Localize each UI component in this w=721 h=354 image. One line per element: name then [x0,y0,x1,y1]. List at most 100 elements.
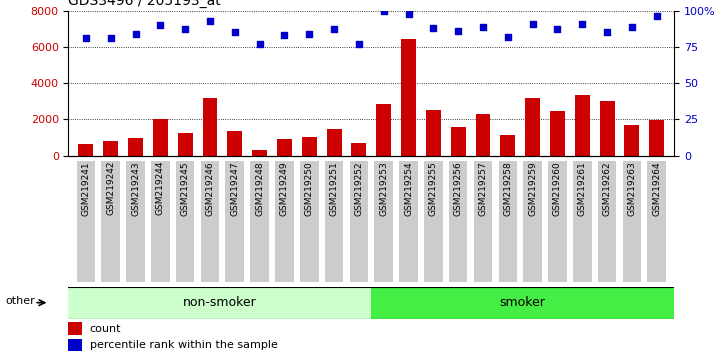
Point [403,11,415,16]
Bar [252,150,267,156]
Bar [500,135,516,156]
Text: other: other [6,296,35,306]
Text: GSM219253: GSM219253 [379,161,388,216]
Text: GSM219250: GSM219250 [305,161,314,216]
Bar [623,161,641,281]
Text: count: count [89,324,121,333]
Bar [371,287,674,319]
Bar [476,114,490,156]
Bar [399,161,418,281]
Point [651,13,663,19]
Point [229,30,241,35]
Text: smoker: smoker [500,296,546,309]
Bar [153,120,168,156]
Text: GSM219244: GSM219244 [156,161,165,216]
Text: GSM219255: GSM219255 [429,161,438,216]
Text: GSM219241: GSM219241 [81,161,90,216]
Text: GSM219251: GSM219251 [329,161,339,216]
Bar [203,98,218,156]
Text: percentile rank within the sample: percentile rank within the sample [89,340,278,350]
Text: non-smoker: non-smoker [183,296,257,309]
Bar [573,161,592,281]
Point [180,27,191,32]
Point [279,33,291,38]
Bar [600,101,614,156]
Bar [350,161,368,281]
Text: GSM219242: GSM219242 [106,161,115,216]
Bar [650,120,664,156]
Bar [79,144,93,156]
Text: GSM219258: GSM219258 [503,161,513,216]
Point [428,25,439,31]
Point [353,41,365,47]
Text: GSM219264: GSM219264 [653,161,661,216]
Point [601,30,613,35]
Bar [151,161,169,281]
Bar [128,138,143,156]
Point [527,21,539,27]
Bar [523,161,542,281]
Bar [200,161,219,281]
Bar [548,161,567,281]
Text: GSM219263: GSM219263 [627,161,637,216]
Bar [226,161,244,281]
Text: GSM219247: GSM219247 [230,161,239,216]
Text: GSM219248: GSM219248 [255,161,264,216]
Bar [474,161,492,281]
Bar [68,287,371,319]
Text: GSM219246: GSM219246 [205,161,214,216]
Bar [126,161,145,281]
Bar [176,161,195,281]
Bar [275,161,293,281]
Bar [647,161,666,281]
Text: GSM219249: GSM219249 [280,161,289,216]
Bar [103,141,118,156]
Bar [177,133,193,156]
Point [304,31,315,37]
Point [502,34,513,40]
Bar [102,161,120,281]
Bar [68,339,81,351]
Text: GSM219245: GSM219245 [181,161,190,216]
Bar [451,127,466,156]
Bar [277,138,292,156]
Point [130,31,141,37]
Bar [426,110,441,156]
Bar [624,125,640,156]
Bar [300,161,319,281]
Point [254,41,265,47]
Point [626,24,637,29]
Point [80,35,92,41]
Point [154,22,166,28]
Text: GSM219243: GSM219243 [131,161,140,216]
Bar [68,322,81,335]
Bar [376,104,392,156]
Text: GSM219256: GSM219256 [454,161,463,216]
Text: GSM219257: GSM219257 [479,161,487,216]
Bar [327,129,342,156]
Bar [401,39,416,156]
Text: GDS3496 / 205193_at: GDS3496 / 205193_at [68,0,221,8]
Bar [302,137,317,156]
Bar [250,161,269,281]
Point [577,21,588,27]
Point [452,28,464,34]
Bar [76,161,95,281]
Point [552,27,563,32]
Bar [374,161,393,281]
Text: GSM219260: GSM219260 [553,161,562,216]
Bar [575,95,590,156]
Bar [424,161,443,281]
Text: GSM219252: GSM219252 [355,161,363,216]
Bar [227,131,242,156]
Point [105,35,117,41]
Bar [351,143,366,156]
Text: GSM219254: GSM219254 [404,161,413,216]
Bar [498,161,517,281]
Point [477,24,489,29]
Bar [449,161,467,281]
Text: GSM219262: GSM219262 [603,161,611,216]
Text: GSM219261: GSM219261 [578,161,587,216]
Text: GSM219259: GSM219259 [528,161,537,216]
Bar [525,98,540,156]
